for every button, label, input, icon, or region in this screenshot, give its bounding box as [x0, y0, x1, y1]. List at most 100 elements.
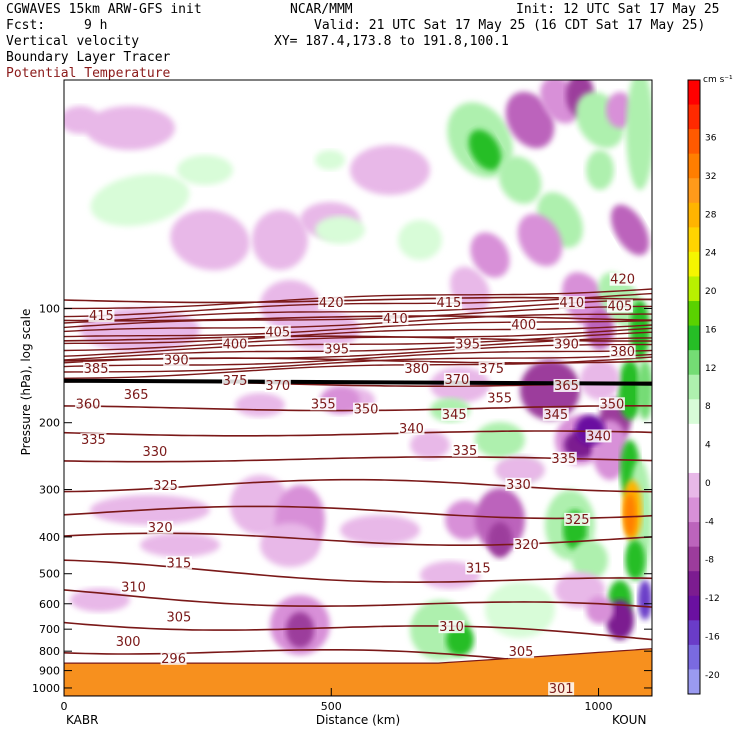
velocity-cell	[572, 540, 608, 580]
x-axis: 0 500 1000	[61, 688, 613, 713]
theta-label-bg	[264, 325, 291, 339]
theta-contour	[64, 353, 652, 373]
theta-label-bg	[513, 537, 540, 551]
theta-label: 385	[84, 362, 109, 377]
theta-label: 410	[559, 296, 584, 311]
velocity-cell	[586, 596, 614, 624]
theta-label-bg	[147, 520, 174, 534]
theta-label: 325	[565, 513, 590, 528]
theta-label: 395	[455, 338, 480, 353]
theta-label-bg	[441, 407, 468, 421]
terrain-surface	[64, 648, 652, 696]
theta-label: 345	[442, 408, 467, 423]
theta-label-bg	[353, 402, 380, 416]
theta-label: 335	[452, 444, 477, 459]
theta-label-bg	[75, 397, 102, 411]
colorbar-label: 36	[705, 134, 717, 144]
velocity-cell	[485, 582, 555, 638]
theta-label-bg	[123, 387, 150, 401]
init-time: Init: 12 UTC Sat 17 May 25	[516, 2, 720, 17]
colorbar-swatch	[688, 546, 700, 572]
theta-label: 305	[509, 645, 534, 660]
theta-label-bg	[598, 397, 625, 411]
y-tick-label: 900	[39, 665, 60, 678]
y-tick-label: 100	[39, 302, 60, 315]
theta-label: 370	[444, 373, 469, 388]
theta-label: 415	[436, 296, 461, 311]
theta-label: 300	[116, 635, 141, 650]
field-vertical-velocity: Vertical velocity	[6, 34, 140, 49]
velocity-cell	[177, 155, 233, 185]
theta-label-bg	[88, 309, 115, 323]
colorbar-label: 12	[705, 364, 716, 374]
theta-label: 380	[404, 362, 429, 377]
valid-time: Valid: 21 UTC Sat 17 May 25 (16 CDT Sat …	[314, 18, 706, 33]
theta-label-bg	[163, 353, 190, 367]
theta-label: 340	[399, 422, 424, 437]
theta-label: 395	[324, 343, 349, 358]
colorbar-frame	[687, 79, 701, 695]
theta-label: 350	[354, 403, 379, 418]
theta-contour	[64, 319, 652, 338]
colorbar-label: 24	[705, 249, 717, 259]
velocity-cell	[638, 580, 652, 620]
theta-label: 400	[511, 318, 536, 333]
theta-label-bg	[83, 361, 110, 375]
theta-label: 420	[610, 273, 635, 288]
theta-label: 335	[551, 452, 576, 467]
theta-contour	[64, 589, 652, 608]
colorbar-swatch	[688, 595, 700, 621]
theta-label: 400	[223, 338, 248, 353]
theta-label: 415	[89, 309, 114, 324]
theta-label: 375	[479, 362, 504, 377]
theta-label-bg	[80, 433, 107, 447]
theta-contour	[64, 559, 652, 584]
theta-label: 315	[167, 556, 192, 571]
velocity-cell	[625, 540, 645, 580]
x-axis-title: Distance (km)	[316, 713, 400, 727]
theta-label: 420	[319, 296, 344, 311]
plot-frame	[63, 79, 653, 697]
y-tick-label: 200	[39, 417, 60, 430]
colorbar-swatch	[688, 669, 700, 695]
theta-contour	[64, 305, 652, 329]
colorbar-swatch	[688, 104, 700, 130]
colorbar-swatch	[688, 522, 700, 548]
colorbar-swatch	[688, 374, 700, 400]
theta-label: 365	[124, 388, 149, 403]
colorbar-swatch	[688, 644, 700, 670]
colorbar-label: -8	[705, 556, 714, 566]
colorbar-swatch	[688, 448, 700, 474]
theta-label-bg	[398, 421, 425, 435]
y-tick-label: 300	[39, 484, 60, 497]
theta-label-bg	[318, 296, 345, 310]
velocity-cell	[170, 209, 250, 271]
theta-label-bg	[152, 478, 179, 492]
velocity-cell	[505, 91, 555, 149]
theta-label-bg	[548, 682, 575, 696]
theta-label-bg	[553, 337, 580, 351]
velocity-cell	[350, 145, 430, 195]
theta-label-bg	[310, 397, 337, 411]
colorbar-label: -16	[705, 632, 720, 642]
theta-contour	[64, 356, 652, 379]
colorbar-label: 0	[705, 479, 711, 489]
theta-label: 301	[549, 682, 574, 697]
velocity-cell	[235, 393, 285, 417]
velocity-cell	[140, 533, 220, 557]
velocity-cell	[260, 523, 320, 567]
colorbar-swatch	[688, 497, 700, 523]
colorbar-swatch	[688, 571, 700, 597]
colorbar-label: 16	[705, 325, 717, 335]
velocity-cell	[470, 232, 510, 278]
theta-label: 390	[164, 354, 189, 369]
colorbar-swatch	[688, 620, 700, 646]
theta-contour	[64, 313, 652, 333]
x-tick-label: 1000	[585, 700, 613, 713]
theta-label: 315	[466, 561, 491, 576]
theta-contour	[64, 430, 652, 437]
theta-label-bg	[505, 477, 532, 491]
x-tick-label: 0	[61, 700, 68, 713]
velocity-cell	[517, 213, 563, 267]
